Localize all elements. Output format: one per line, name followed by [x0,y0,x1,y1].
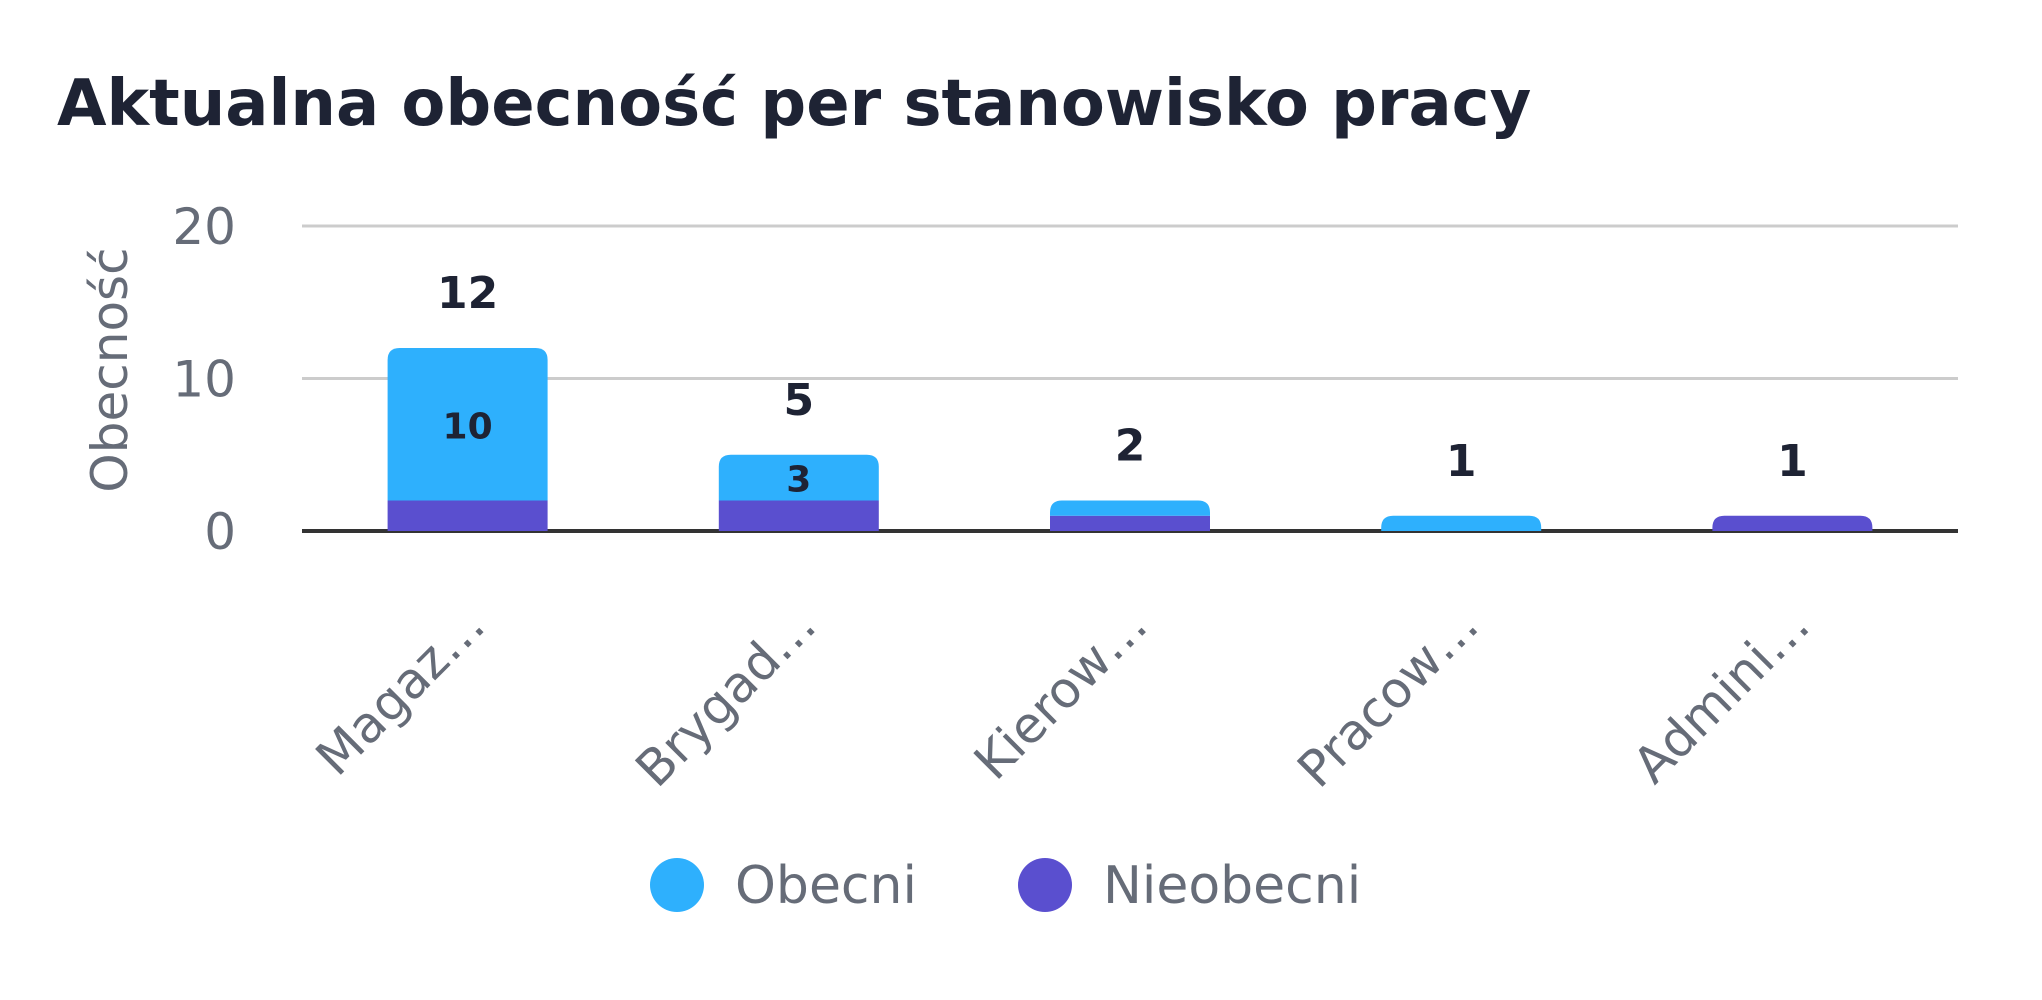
bar-total-label: 1 [1777,436,1808,487]
data-labels: 10 12 3 5 2 1 1 [437,268,1808,501]
y-axis-label: Obecność [81,247,139,492]
bar-segment-nieobecni [1712,515,1873,531]
legend-swatch-obecni [650,858,704,912]
bars [387,348,1873,531]
bar-segment-obecni [1381,515,1542,531]
x-tick-label: Pracow… [1286,595,1489,798]
bar-inner-label: 3 [786,460,811,501]
gridlines [302,224,1958,533]
legend: Obecni Nieobecni [650,856,1361,916]
bar-segment-nieobecni [387,500,548,531]
chart-title: Aktualna obecność per stanowisko pracy [57,67,1531,141]
legend-label-nieobecni: Nieobecni [1103,856,1361,916]
bar-segment-nieobecni [1050,515,1210,531]
x-tick-label: Kierow… [963,595,1158,790]
y-tick-label: 0 [204,503,236,561]
legend-label-obecni: Obecni [735,856,917,916]
bar-segment-obecni [1050,500,1210,516]
x-tick-label: Brygad… [625,595,828,798]
bar-total-label: 1 [1446,436,1477,487]
bar-segment-obecni [387,348,548,501]
y-axis-ticks: 0 10 20 [172,198,236,561]
bar-segment-obecni [718,454,879,501]
bar-total-label: 2 [1115,421,1146,472]
y-tick-label: 20 [172,198,236,256]
legend-swatch-nieobecni [1018,858,1072,912]
bar-total-label: 12 [437,268,498,319]
x-axis-ticks: Magaz… Brygad… Kierow… Pracow… Admini… [305,595,1821,798]
bar-segment-nieobecni [718,500,879,531]
y-tick-label: 10 [172,351,236,409]
bar-inner-label: 10 [443,406,493,447]
x-tick-label: Magaz… [305,595,496,786]
bar-total-label: 5 [783,375,814,426]
x-tick-label: Admini… [1622,595,1821,794]
